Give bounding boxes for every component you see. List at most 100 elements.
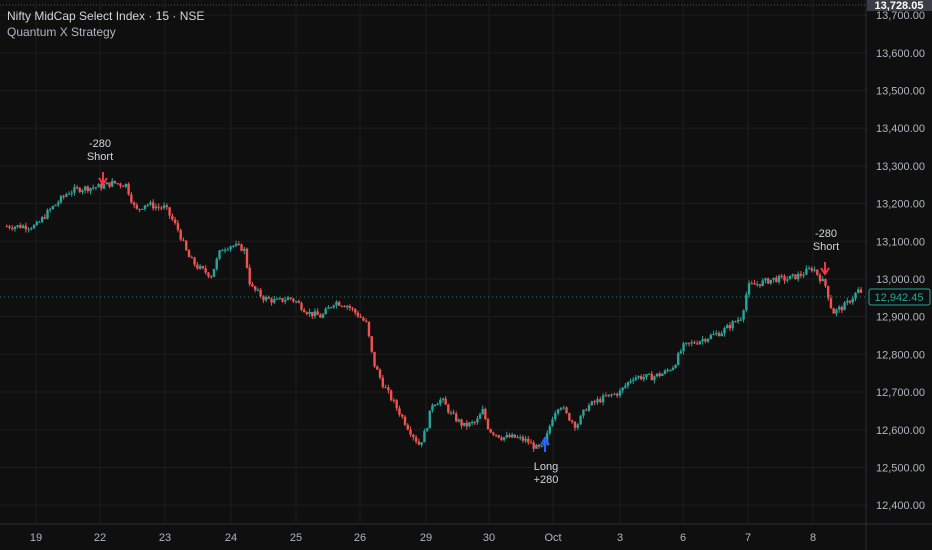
candle-body <box>210 276 213 278</box>
candle-body <box>367 321 371 337</box>
candle-body <box>30 228 33 230</box>
candle-body <box>764 278 767 281</box>
candle-body <box>275 298 279 300</box>
candle-body <box>256 289 260 291</box>
candle-body <box>300 302 303 310</box>
symbol-title[interactable]: Nifty MidCap Select Index · 15 · NSE <box>7 9 205 23</box>
candle-body <box>335 301 338 306</box>
candle-body <box>270 298 273 303</box>
candle-body <box>278 298 281 300</box>
candle-body <box>639 376 643 380</box>
candle-body <box>462 422 466 426</box>
candle-body <box>570 420 574 422</box>
candle-body <box>476 418 479 423</box>
candle-body <box>135 204 138 209</box>
candle-body <box>607 394 610 397</box>
candle-body <box>127 183 130 195</box>
candle-body <box>305 312 309 314</box>
candle-body <box>559 407 563 410</box>
candle-body <box>769 279 773 284</box>
candle-body <box>313 311 317 317</box>
candle-body <box>201 266 205 269</box>
candle-body <box>373 351 376 367</box>
time-label: 25 <box>290 532 302 544</box>
candle-body <box>441 398 445 400</box>
candle-body <box>682 343 685 352</box>
price-label: 13,700.00 <box>876 10 925 22</box>
candle-body <box>537 444 541 447</box>
candle-body <box>346 305 349 308</box>
candle-body <box>81 190 84 193</box>
candle-body <box>723 328 726 334</box>
candle-body <box>455 413 458 422</box>
signal-type: Short <box>813 241 839 253</box>
candle-body <box>500 437 503 440</box>
candle-body <box>40 217 44 222</box>
candle-body <box>791 274 794 276</box>
indicator-name[interactable]: Quantum X Strategy <box>7 25 116 39</box>
candle-body <box>105 182 108 185</box>
time-label: 8 <box>810 532 816 544</box>
candle-body <box>832 308 835 314</box>
price-label: 13,400.00 <box>876 123 925 135</box>
candle-body <box>695 343 699 345</box>
candle-body <box>854 292 857 299</box>
candle-body <box>766 278 770 284</box>
chart-legend: Nifty MidCap Select Index · 15 · NSE Qua… <box>7 8 204 40</box>
candle-body <box>221 250 224 252</box>
time-label: 23 <box>159 532 171 544</box>
candle-body <box>253 286 257 290</box>
candle-body <box>473 422 476 424</box>
candle-body <box>731 321 734 329</box>
candle-body <box>859 289 863 293</box>
candle-body <box>401 414 404 417</box>
candle-body <box>634 377 638 380</box>
candle-body <box>794 274 797 280</box>
candle-body <box>671 367 675 371</box>
price-label: 13,500.00 <box>876 85 925 97</box>
candle-body <box>262 296 265 301</box>
candle-body <box>799 273 803 276</box>
candle-body <box>119 183 122 186</box>
candle-body <box>465 422 469 427</box>
candle-body <box>165 205 169 208</box>
time-label: 26 <box>354 532 366 544</box>
candle-body <box>59 196 63 203</box>
candle-body <box>433 404 437 406</box>
signal-qty: -280 <box>815 228 837 240</box>
time-label: 30 <box>483 532 495 544</box>
candle-body <box>237 243 240 245</box>
candle-body <box>387 387 390 391</box>
candle-body <box>436 403 439 405</box>
candle-body <box>645 374 648 378</box>
candle-body <box>89 187 92 192</box>
candle-body <box>470 422 474 424</box>
candle-body <box>392 400 396 402</box>
candle-body <box>618 390 622 396</box>
candle-body <box>777 275 781 283</box>
candle-body <box>647 373 651 375</box>
candle-body <box>38 221 41 223</box>
candle-body <box>529 442 533 444</box>
candle-body <box>423 430 426 443</box>
candle-body <box>706 338 710 342</box>
candle-body <box>19 225 22 228</box>
candle-body <box>857 289 860 293</box>
candle-body <box>772 277 775 280</box>
candle-body <box>720 333 723 337</box>
candle-body <box>337 301 341 306</box>
candle-body <box>259 289 262 297</box>
candle-body <box>610 394 613 396</box>
candle-body <box>535 444 538 449</box>
candle-body <box>409 429 412 435</box>
candle-body <box>460 419 463 426</box>
candle-body <box>190 257 193 259</box>
candle-body <box>362 317 365 321</box>
candle-body <box>666 370 669 372</box>
candle-body <box>494 434 498 436</box>
candle-body <box>62 196 65 198</box>
candle-body <box>516 437 519 439</box>
candle-body <box>747 283 751 295</box>
